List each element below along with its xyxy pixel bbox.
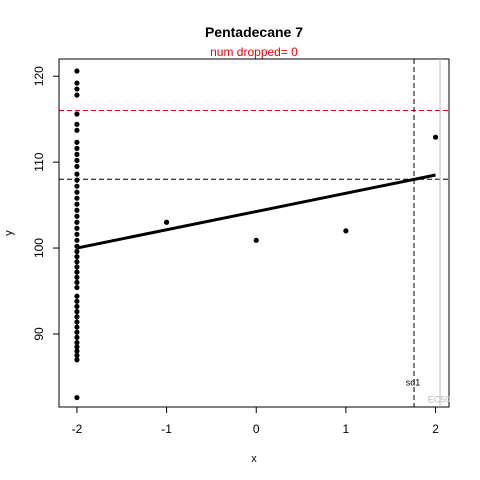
x-tick-label-2: 0 bbox=[253, 422, 260, 436]
x-tick-label-3: 1 bbox=[343, 422, 350, 436]
data-point-46 bbox=[74, 357, 79, 362]
y-tick-label-0: 90 bbox=[32, 327, 46, 341]
data-point-2 bbox=[74, 86, 79, 91]
data-point-29 bbox=[74, 269, 79, 274]
plot-axes: -2 -1 0 1 2 90 100 110 120 bbox=[32, 66, 439, 436]
x-axis-label: x bbox=[251, 453, 257, 465]
data-point-23 bbox=[74, 238, 79, 243]
plot-frame bbox=[59, 59, 449, 407]
data-point-26 bbox=[74, 254, 79, 259]
data-point-14 bbox=[74, 184, 79, 189]
data-point-32 bbox=[74, 285, 79, 290]
data-point-22 bbox=[74, 232, 79, 237]
data-point-4 bbox=[74, 111, 79, 116]
data-point-6 bbox=[74, 128, 79, 133]
y-tick-label-3: 120 bbox=[32, 66, 46, 86]
data-point-3 bbox=[74, 92, 79, 97]
data-point-35 bbox=[74, 304, 79, 309]
plot-marks: sd1 EC50 bbox=[59, 59, 450, 407]
data-point-18 bbox=[74, 208, 79, 213]
data-point-7 bbox=[74, 140, 79, 145]
data-point-17 bbox=[74, 202, 79, 207]
data-point-24 bbox=[74, 244, 79, 249]
data-point-31 bbox=[74, 280, 79, 285]
data-point-15 bbox=[74, 190, 79, 195]
data-point-36 bbox=[74, 309, 79, 314]
data-point-16 bbox=[74, 196, 79, 201]
data-point-39 bbox=[74, 324, 79, 329]
chart-title: Pentadecane 7 bbox=[205, 24, 303, 40]
data-point-19 bbox=[74, 214, 79, 219]
data-point-9 bbox=[74, 152, 79, 157]
data-point-27 bbox=[74, 259, 79, 264]
data-point-33 bbox=[74, 294, 79, 299]
data-point-13 bbox=[74, 178, 79, 183]
data-point-10 bbox=[74, 158, 79, 163]
vline-label-0: sd1 bbox=[406, 378, 421, 388]
data-point-8 bbox=[74, 146, 79, 151]
vline-label-1: EC50 bbox=[428, 395, 451, 405]
data-point-40 bbox=[74, 330, 79, 335]
data-point-1 bbox=[74, 80, 79, 85]
data-point-20 bbox=[74, 220, 79, 225]
data-point-51 bbox=[433, 135, 438, 140]
x-tick-label-1: -1 bbox=[161, 422, 172, 436]
data-point-21 bbox=[74, 226, 79, 231]
data-point-37 bbox=[74, 314, 79, 319]
x-tick-label-4: 2 bbox=[432, 422, 439, 436]
data-point-5 bbox=[74, 122, 79, 127]
data-point-28 bbox=[74, 264, 79, 269]
x-tick-label-0: -2 bbox=[72, 422, 83, 436]
data-point-30 bbox=[74, 275, 79, 280]
y-axis-label: y bbox=[3, 230, 15, 236]
y-tick-label-1: 100 bbox=[32, 238, 46, 258]
data-point-12 bbox=[74, 172, 79, 177]
data-point-34 bbox=[74, 299, 79, 304]
chart-subtitle: num dropped= 0 bbox=[210, 45, 298, 59]
data-point-41 bbox=[74, 335, 79, 340]
fit-line bbox=[77, 175, 436, 248]
data-point-47 bbox=[74, 395, 79, 400]
data-point-11 bbox=[74, 164, 79, 169]
data-point-25 bbox=[74, 249, 79, 254]
data-point-50 bbox=[343, 228, 348, 233]
data-point-38 bbox=[74, 319, 79, 324]
data-point-48 bbox=[164, 220, 169, 225]
y-tick-label-2: 110 bbox=[32, 152, 46, 171]
data-point-0 bbox=[74, 68, 79, 73]
data-point-49 bbox=[254, 238, 259, 243]
